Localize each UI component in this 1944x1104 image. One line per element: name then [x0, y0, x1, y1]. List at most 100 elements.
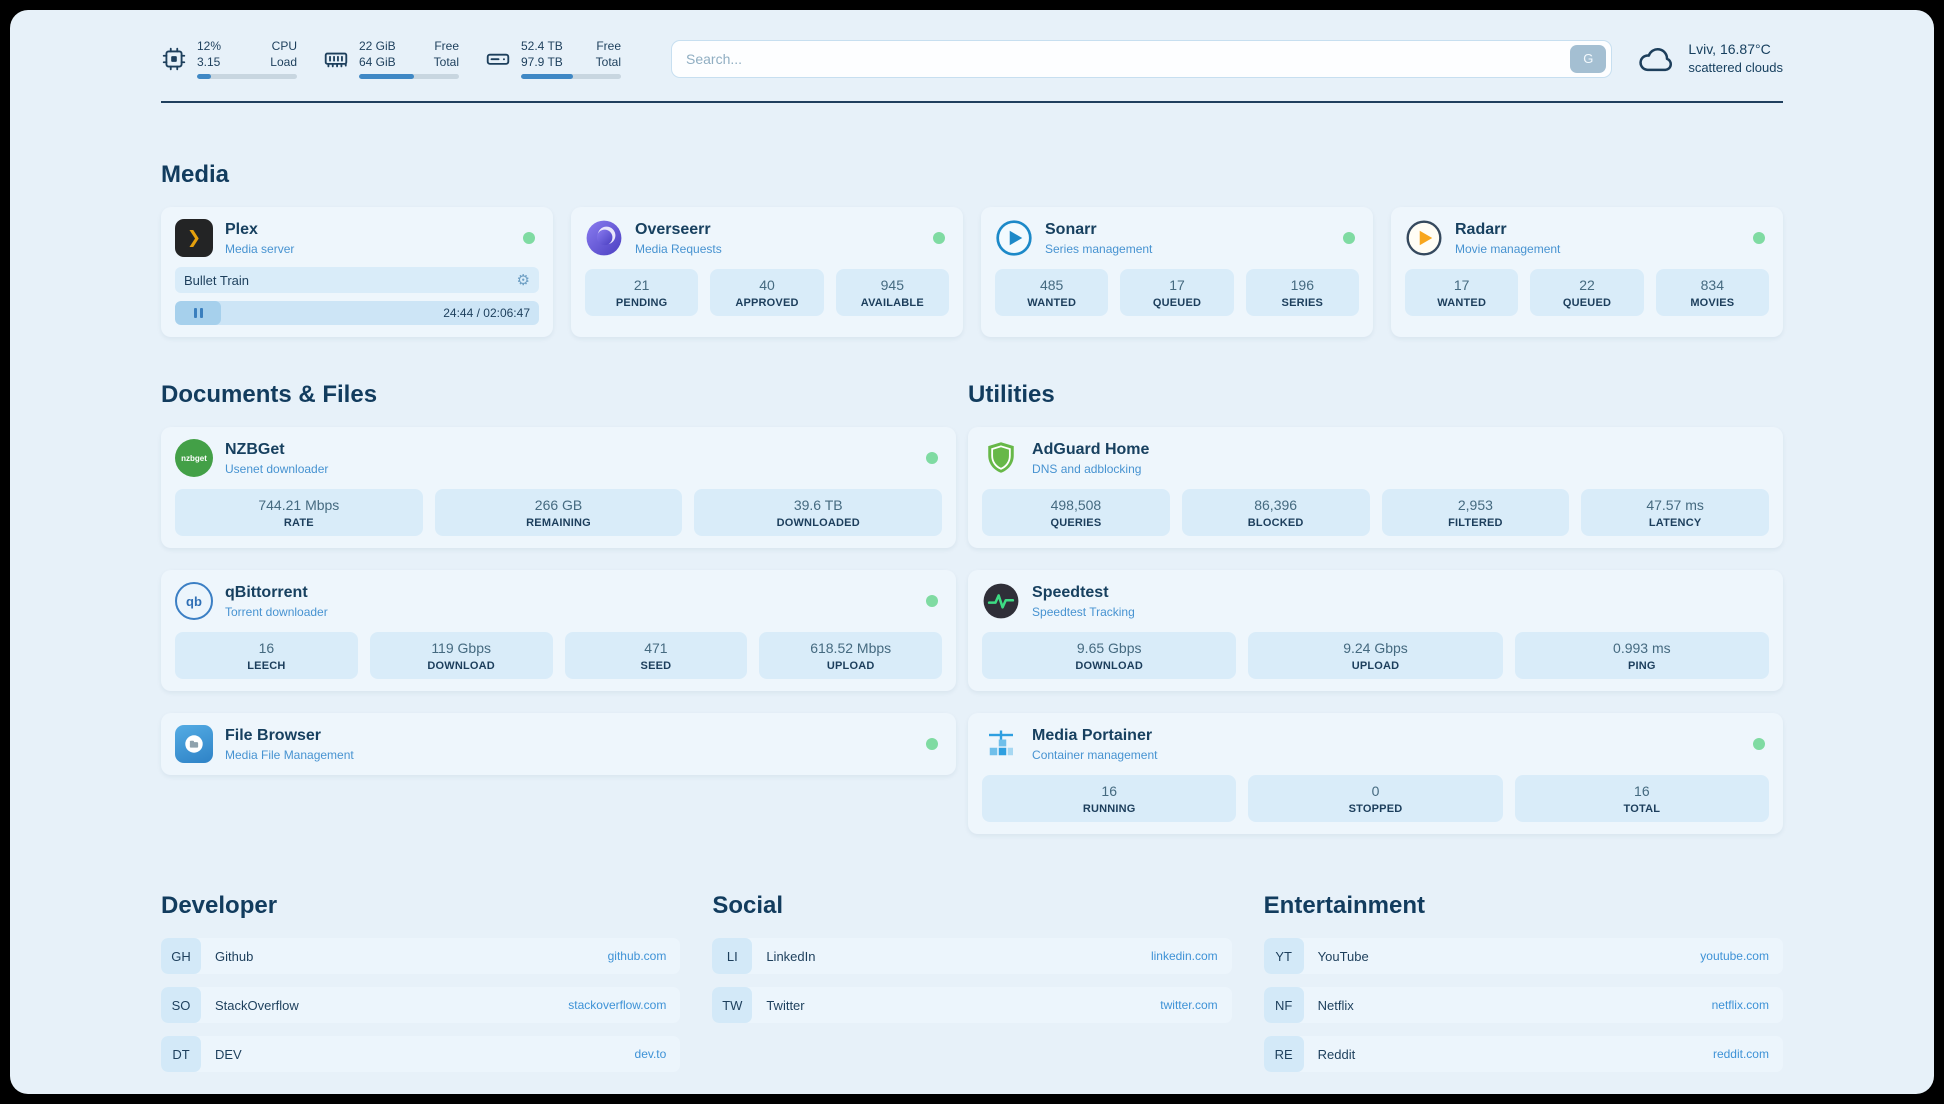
section-title-utilities: Utilities	[968, 381, 1055, 409]
service-card-plex[interactable]: ❯ Plex Media server Bullet Train ⚙ 24:44…	[161, 207, 553, 338]
bookmark-abbr: LI	[712, 938, 753, 975]
overseerr-icon	[585, 219, 623, 257]
search-area: G	[671, 39, 1613, 78]
service-subtitle: Series management	[1045, 241, 1153, 256]
stat-available: 945 AVAILABLE	[835, 269, 949, 317]
stat-pending: 21 PENDING	[585, 269, 699, 317]
service-card-radarr[interactable]: Radarr Movie management 17 WANTED 22 QUE…	[1391, 207, 1783, 338]
gear-icon[interactable]: ⚙	[516, 271, 530, 289]
bookmark-netflix[interactable]: NF Netflix netflix.com	[1263, 987, 1783, 1024]
bookmark-twitter[interactable]: TW Twitter twitter.com	[712, 987, 1232, 1024]
memory-icon	[323, 46, 349, 72]
stat-downloaded: 39.6 TB DOWNLOADED	[694, 489, 943, 537]
bookmark-group-entertainment: Entertainment YT YouTube youtube.com NF …	[1263, 892, 1783, 1073]
stat-approved: 40 APPROVED	[710, 269, 824, 317]
utilities-column: Utilities AdGuard Home	[968, 381, 1783, 835]
service-card-filebrowser[interactable]: File Browser Media File Management	[161, 713, 957, 776]
status-dot	[1343, 232, 1355, 245]
bookmark-abbr: NF	[1263, 987, 1304, 1024]
disk-monitor: 52.4 TB 97.9 TB Free Total	[485, 38, 621, 80]
ram-free-label: Free	[434, 39, 459, 53]
speedtest-icon	[982, 582, 1020, 620]
radarr-icon	[1405, 219, 1443, 257]
section-title-entertainment: Entertainment	[1263, 892, 1426, 920]
cpu-usage-bar	[197, 74, 297, 80]
bookmark-linkedin[interactable]: LI LinkedIn linkedin.com	[712, 938, 1232, 975]
status-dot	[926, 452, 939, 465]
pause-button[interactable]	[175, 301, 221, 326]
service-title: Plex	[225, 220, 258, 238]
stat-queries: 498,508 QUERIES	[982, 489, 1170, 537]
bookmark-group-social: Social LI LinkedIn linkedin.com TW Twitt…	[712, 892, 1232, 1072]
status-dot	[1753, 232, 1765, 245]
stat-seed: 471 SEED	[564, 632, 748, 680]
service-card-overseerr[interactable]: Overseerr Media Requests 21 PENDING 40 A…	[571, 207, 963, 338]
dashboard-page: 12% 3.15 CPU Load	[10, 10, 1934, 1094]
bookmark-stackoverflow[interactable]: SO StackOverflow stackoverflow.com	[161, 987, 681, 1024]
service-title: Overseerr	[635, 220, 711, 238]
cloud-icon	[1636, 42, 1676, 76]
top-bar: 12% 3.15 CPU Load	[161, 38, 1783, 80]
stat-rate: 744.21 Mbps RATE	[175, 489, 423, 537]
system-monitors: 12% 3.15 CPU Load	[161, 38, 621, 80]
bookmark-reddit[interactable]: RE Reddit reddit.com	[1263, 1036, 1783, 1073]
status-dot	[926, 595, 939, 608]
bookmark-name: Netflix	[1317, 997, 1354, 1013]
service-subtitle: Usenet downloader	[225, 461, 329, 476]
stat-series: 196 SERIES	[1245, 269, 1359, 317]
playback-time: 24:44 / 02:06:47	[443, 306, 530, 321]
disk-total-value: 97.9 TB	[521, 55, 563, 70]
plex-progress-bar[interactable]: 24:44 / 02:06:47	[175, 301, 539, 326]
bookmark-name: YouTube	[1317, 948, 1369, 964]
section-title-developer: Developer	[161, 892, 278, 920]
service-subtitle: DNS and adblocking	[1032, 461, 1142, 476]
service-card-speedtest[interactable]: Speedtest Speedtest Tracking 9.65 Gbps D…	[968, 570, 1783, 692]
service-card-qbittorrent[interactable]: qb qBittorrent Torrent downloader 16 LEE…	[161, 570, 957, 692]
bookmark-url: stackoverflow.com	[568, 998, 667, 1013]
section-title-social: Social	[712, 892, 784, 920]
bookmark-name: Reddit	[1317, 1046, 1356, 1062]
cpu-load-label: Load	[270, 55, 297, 70]
disk-free-value: 52.4 TB	[521, 39, 563, 53]
weather-location: Lviv, 16.87°C	[1688, 41, 1771, 58]
disk-total-label: Total	[595, 55, 621, 70]
bookmark-url: linkedin.com	[1150, 949, 1218, 964]
bookmark-url: twitter.com	[1160, 998, 1218, 1013]
stat-movies: 834 MOVIES	[1655, 269, 1769, 317]
stat-upload: 618.52 Mbps UPLOAD	[759, 632, 943, 680]
documents-column: Documents & Files nzbget NZBGet Usenet d…	[161, 381, 957, 834]
media-card-grid: ❯ Plex Media server Bullet Train ⚙ 24:44…	[161, 207, 1783, 338]
bookmark-group-developer: Developer GH Github github.com SO StackO…	[161, 892, 681, 1073]
service-card-adguard[interactable]: AdGuard Home DNS and adblocking 498,508 …	[968, 427, 1783, 549]
search-input[interactable]	[672, 50, 1571, 67]
search-engine-button[interactable]: G	[1570, 44, 1607, 73]
bookmark-abbr: GH	[161, 938, 201, 975]
now-playing-title: Bullet Train	[184, 272, 250, 288]
service-subtitle: Container management	[1032, 747, 1158, 762]
bookmark-youtube[interactable]: YT YouTube youtube.com	[1263, 938, 1783, 975]
stat-stopped: 0 STOPPED	[1248, 775, 1503, 823]
service-card-sonarr[interactable]: Sonarr Series management 485 WANTED 17 Q…	[981, 207, 1373, 338]
adguard-icon	[982, 439, 1020, 477]
bookmark-dev[interactable]: DT DEV dev.to	[161, 1036, 681, 1073]
bookmark-abbr: TW	[712, 987, 753, 1024]
service-title: Media Portainer	[1032, 726, 1153, 744]
bookmark-abbr: YT	[1263, 938, 1304, 975]
service-subtitle: Speedtest Tracking	[1032, 604, 1135, 619]
status-dot	[523, 232, 535, 245]
stat-download: 119 Gbps DOWNLOAD	[369, 632, 553, 680]
stat-download: 9.65 Gbps DOWNLOAD	[982, 632, 1237, 680]
nzbget-icon: nzbget	[175, 439, 213, 478]
stat-queued: 17 QUEUED	[1120, 269, 1234, 317]
bookmark-github[interactable]: GH Github github.com	[161, 938, 681, 975]
stat-total: 16 TOTAL	[1514, 775, 1769, 823]
service-card-nzbget[interactable]: nzbget NZBGet Usenet downloader 744.21 M…	[161, 427, 957, 549]
service-subtitle: Media Requests	[635, 241, 722, 256]
stat-running: 16 RUNNING	[982, 775, 1237, 823]
service-title: AdGuard Home	[1032, 440, 1150, 458]
cpu-load-value: 3.15	[197, 55, 221, 70]
bookmark-abbr: RE	[1263, 1036, 1304, 1073]
bookmark-url: netflix.com	[1711, 998, 1769, 1013]
cpu-label: CPU	[271, 39, 297, 53]
service-card-portainer[interactable]: Media Portainer Container management 16 …	[968, 713, 1783, 835]
